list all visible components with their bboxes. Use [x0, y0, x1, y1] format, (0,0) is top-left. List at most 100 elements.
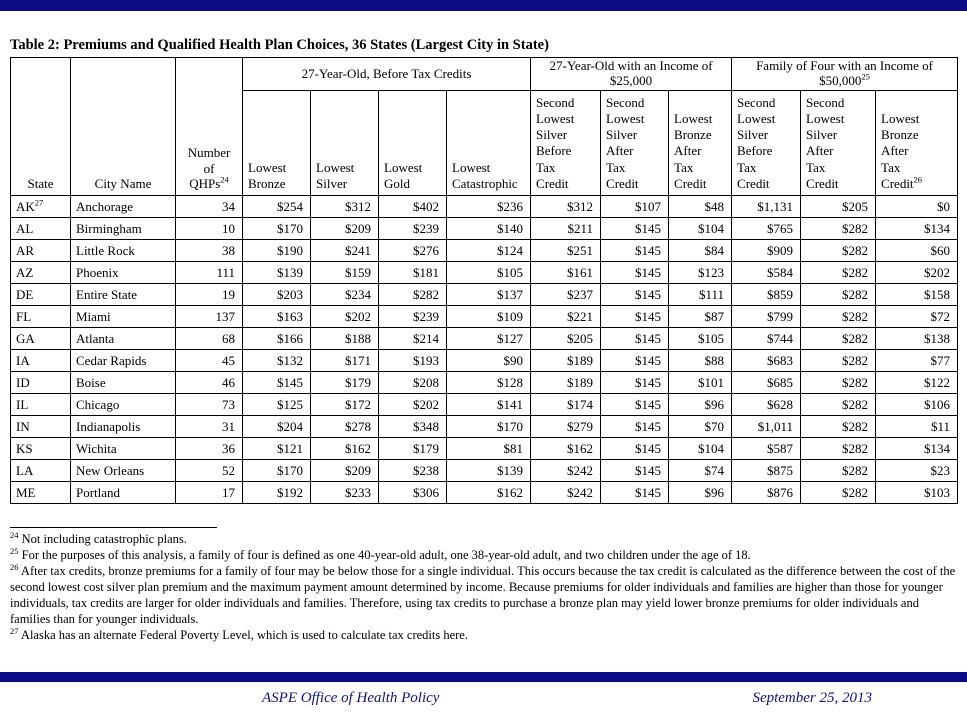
state-cell: AZ: [10, 261, 71, 284]
value-cell: $312: [310, 195, 379, 218]
footnote-marker: 27: [10, 625, 19, 636]
city-cell: Indianapolis: [70, 415, 176, 438]
value-cell: $138: [875, 327, 959, 350]
value-cell: $234: [310, 283, 379, 306]
state-cell: GA: [10, 327, 71, 350]
value-cell: 111: [175, 261, 243, 284]
value-cell: $241: [310, 239, 379, 262]
value-cell: $145: [600, 239, 670, 262]
value-cell: $139: [242, 261, 311, 284]
footer-divider-bar: [0, 672, 967, 682]
value-cell: $282: [800, 371, 877, 394]
value-cell: $171: [310, 349, 379, 372]
qhps-footnote-marker: 24: [220, 175, 229, 186]
value-cell: $181: [378, 261, 447, 284]
group-header-27yo-before-tax-credits: 27-Year-Old, Before Tax Credits: [241, 57, 532, 91]
value-cell: $161: [530, 261, 602, 284]
col-header-25k-lowest-bronze-after: Lowest Bronze After Tax Credit: [668, 90, 733, 196]
footnote: 26 After tax credits, bronze premiums fo…: [10, 561, 956, 626]
col-header-25k-second-lowest-silver-before: Second Lowest Silver Before Tax Credit: [530, 90, 602, 196]
value-cell: $70: [668, 415, 733, 438]
value-cell: $140: [445, 217, 532, 240]
state-cell: DE: [10, 283, 71, 306]
value-cell: $859: [731, 283, 802, 306]
value-cell: $109: [445, 305, 532, 328]
value-cell: $107: [600, 195, 670, 218]
value-cell: $103: [875, 481, 959, 504]
value-cell: $876: [731, 481, 802, 504]
city-cell: Birmingham: [70, 217, 176, 240]
state-cell: ID: [10, 371, 71, 394]
value-cell: $251: [530, 239, 602, 262]
value-cell: $60: [875, 239, 959, 262]
state-cell: FL: [10, 305, 71, 328]
sub-last-word: Credit: [881, 175, 914, 191]
value-cell: $192: [242, 481, 311, 504]
state-footnote-marker: 27: [34, 197, 44, 208]
col-header-number-of-qhps: Number of QHPs24: [175, 57, 243, 196]
value-cell: $276: [378, 239, 447, 262]
value-cell: $282: [800, 393, 877, 416]
city-cell: New Orleans: [70, 459, 176, 482]
group-header-27yo-income-25k: 27-Year-Old with an Income of $25,000: [530, 57, 733, 91]
value-cell: $74: [668, 459, 733, 482]
col-header-state: State: [10, 57, 71, 196]
value-cell: 46: [175, 371, 243, 394]
top-divider-bar: [0, 0, 967, 11]
col-header-lowest-bronze: Lowest Bronze: [242, 90, 311, 196]
value-cell: 38: [175, 239, 243, 262]
footnote-separator: [10, 527, 217, 528]
footnote-marker: 25: [10, 545, 19, 556]
premiums-table: State City Name Number of QHPs24 27-Year…: [10, 57, 959, 504]
value-cell: $282: [800, 239, 877, 262]
value-cell: $909: [731, 239, 802, 262]
value-cell: $799: [731, 305, 802, 328]
table-row: AL Birmingham 10 $170 $209 $239 $140 $211 $145 $1…: [10, 217, 959, 240]
footnote-marker: 26: [10, 561, 19, 572]
state-cell: ME: [10, 481, 71, 504]
value-cell: $312: [530, 195, 602, 218]
value-cell: $101: [668, 371, 733, 394]
value-cell: 52: [175, 459, 243, 482]
value-cell: $179: [310, 371, 379, 394]
value-cell: $683: [731, 349, 802, 372]
value-cell: $221: [530, 305, 602, 328]
table-row: KS Wichita 36 $121 $162 $179 $81 $162 $145 $104 $5…: [10, 437, 959, 460]
table-row: AZ Phoenix 111 $139 $159 $181 $105 $161 $145 $123…: [10, 261, 959, 284]
col-header-50k-lowest-bronze-after: Lowest Bronze After Tax Credit26: [875, 90, 959, 196]
value-cell: $106: [875, 393, 959, 416]
footnote: 27 Alaska has an alternate Federal Pover…: [10, 625, 468, 642]
value-cell: $282: [800, 459, 877, 482]
value-cell: $282: [800, 327, 877, 350]
value-cell: $145: [600, 261, 670, 284]
value-cell: $172: [310, 393, 379, 416]
value-cell: $145: [600, 327, 670, 350]
value-cell: $188: [310, 327, 379, 350]
value-cell: $145: [600, 393, 670, 416]
value-cell: $237: [530, 283, 602, 306]
value-cell: $214: [378, 327, 447, 350]
table-row: GA Atlanta 68 $166 $188 $214 $127 $205 $145 $105 $…: [10, 327, 959, 350]
value-cell: $1,131: [731, 195, 802, 218]
value-cell: $72: [875, 305, 959, 328]
value-cell: $242: [530, 459, 602, 482]
value-cell: $96: [668, 393, 733, 416]
value-cell: $282: [800, 437, 877, 460]
value-cell: $685: [731, 371, 802, 394]
value-cell: $105: [445, 261, 532, 284]
value-cell: $88: [668, 349, 733, 372]
value-cell: $162: [445, 481, 532, 504]
value-cell: 19: [175, 283, 243, 306]
value-cell: $282: [800, 217, 877, 240]
value-cell: $145: [600, 371, 670, 394]
qhps-label-word: QHPs: [189, 176, 221, 192]
value-cell: $208: [378, 371, 447, 394]
value-cell: $105: [668, 327, 733, 350]
value-cell: $189: [530, 371, 602, 394]
col-header-lowest-silver: Lowest Silver: [310, 90, 379, 196]
value-cell: $127: [445, 327, 532, 350]
value-cell: $158: [875, 283, 959, 306]
value-cell: $162: [530, 437, 602, 460]
value-cell: $0: [875, 195, 959, 218]
value-cell: $282: [800, 283, 877, 306]
